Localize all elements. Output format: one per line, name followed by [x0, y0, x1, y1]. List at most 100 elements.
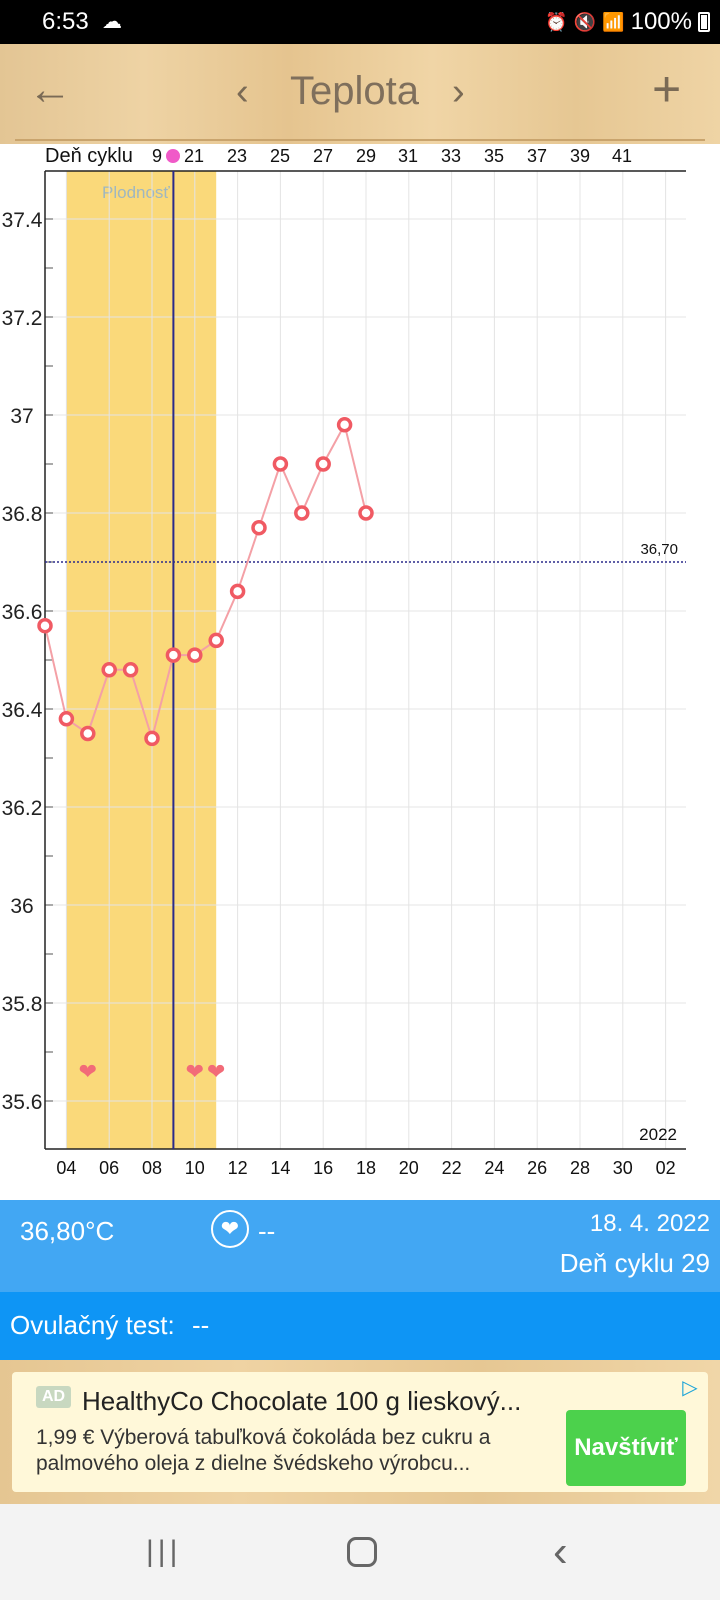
next-chart-button[interactable]: › [452, 71, 465, 113]
x-tick-label: 28 [570, 1158, 590, 1178]
nav-back-icon[interactable]: ‹ [553, 1527, 568, 1576]
fertile-label: Plodnosť [102, 183, 170, 202]
status-time: 6:53 [42, 8, 89, 35]
top-axis-tick-label: 25 [270, 146, 290, 166]
x-tick-label: 10 [185, 1158, 205, 1178]
temperature-point [251, 519, 267, 536]
top-axis-tick-label: 31 [398, 146, 418, 166]
top-axis-tick-label: 37 [527, 146, 547, 166]
top-axis-tick-label: 27 [313, 146, 333, 166]
y-tick-label: 37.2 [2, 307, 43, 330]
y-tick-label: 37.4 [2, 209, 43, 232]
temperature-point [37, 617, 53, 634]
x-tick-label: 06 [99, 1158, 119, 1178]
temperature-point [229, 583, 246, 600]
x-tick-label: 18 [356, 1158, 376, 1178]
wifi-icon: 📶 [602, 11, 625, 32]
coverline-label: 36,70 [640, 541, 678, 558]
temperature-point [58, 711, 75, 727]
recents-icon[interactable]: ||| [146, 1535, 182, 1568]
top-axis-tick-label: 39 [570, 146, 590, 166]
heart-value: -- [258, 1216, 276, 1246]
top-axis-tick-label: 23 [227, 146, 247, 166]
temperature-value: 36,80°C [20, 1216, 115, 1246]
cycle-day: Deň cyklu 29 [559, 1248, 710, 1278]
y-tick-label: 36.2 [2, 797, 43, 820]
prev-chart-button[interactable]: ‹ [236, 71, 249, 113]
ad-visit-button[interactable]: Navštíviť [566, 1410, 686, 1486]
x-tick-label: 04 [56, 1158, 76, 1178]
cloud-icon: ☁ [102, 11, 122, 33]
temperature-point [165, 647, 182, 663]
temperature-point [101, 662, 117, 678]
ovulation-test-bar[interactable]: Ovulačný test: -- [0, 1292, 720, 1360]
temperature-line [44, 422, 367, 743]
temperature-point [80, 725, 96, 742]
y-tick-label: 35.6 [2, 1091, 43, 1114]
status-icons: ⏰ 🔇 📶 100% [545, 8, 710, 36]
chart-svg[interactable]: Plodnosť 37.4 37.2 37 36.8 36.6 36.4 36.2 36 35.8… [0, 144, 720, 1199]
ad-banner[interactable]: AD HealthyCo Chocolate 100 g lieskový...… [12, 1372, 708, 1492]
page-title: Teplota [290, 69, 419, 113]
navigation-bar: ||| ‹ [0, 1504, 720, 1600]
heart-icon: ❤ [186, 1060, 204, 1085]
x-tick-label: 14 [270, 1158, 290, 1178]
y-tick-label: 36.4 [2, 699, 43, 722]
mute-icon: 🔇 [573, 11, 597, 32]
ovulation-test-label: Ovulačný test: [10, 1310, 175, 1340]
top-axis-label: Deň cyklu [45, 145, 133, 167]
temperature-point [208, 632, 224, 649]
top-axis-tick-label: 29 [356, 146, 376, 166]
temperature-point [315, 456, 331, 472]
ad-title[interactable]: HealthyCo Chocolate 100 g lieskový... [82, 1386, 522, 1416]
y-tick-label: 36.6 [2, 601, 43, 624]
x-tick-label: 20 [399, 1158, 419, 1178]
heart-icon: ❤ [79, 1060, 97, 1085]
home-icon[interactable] [347, 1537, 377, 1567]
temperature-point [272, 456, 289, 472]
y-tick-label: 35.8 [2, 993, 43, 1016]
temperature-point [336, 417, 353, 433]
x-tick-label: 02 [656, 1158, 676, 1178]
heart-icon[interactable]: ❤ [211, 1210, 249, 1248]
year-label: 2022 [639, 1125, 677, 1144]
temperature-chart[interactable]: Plodnosť 37.4 37.2 37 36.8 36.6 36.4 36.2 36 35.8… [0, 144, 720, 1199]
status-bar: 6:53 ☁ ⏰ 🔇 📶 100% [0, 0, 720, 44]
battery-icon [698, 12, 710, 32]
x-tick-label: 08 [142, 1158, 162, 1178]
add-button[interactable]: + [652, 61, 682, 117]
x-tick-label: 30 [613, 1158, 633, 1178]
y-tick-label: 37 [10, 405, 33, 428]
y-tick-label: 36 [10, 895, 33, 918]
temperature-point [144, 730, 160, 747]
top-axis-tick-label: 35 [484, 146, 504, 166]
toolbar: ← ‹ Teplota › + [0, 44, 720, 144]
info-bar[interactable]: 36,80°C ❤ -- 18. 4. 2022 Deň cyklu 29 [0, 1200, 720, 1292]
ovulation-marker-icon [166, 149, 180, 163]
temperature-point [294, 505, 310, 521]
top-axis-tick-label: 33 [441, 146, 461, 166]
adchoices-icon[interactable]: ▷ [682, 1377, 698, 1399]
alarm-icon: ⏰ [545, 11, 568, 32]
back-button[interactable]: ← [28, 65, 72, 114]
battery-text: 100% [630, 8, 692, 35]
date-value: 18. 4. 2022 [589, 1210, 710, 1237]
x-tick-label: 12 [228, 1158, 248, 1178]
x-tick-label: 22 [442, 1158, 462, 1178]
ad-container: AD HealthyCo Chocolate 100 g lieskový...… [0, 1360, 720, 1504]
ad-badge: AD [36, 1386, 72, 1408]
temperature-point [122, 662, 139, 678]
x-tick-label: 24 [484, 1158, 504, 1178]
x-tick-label: 26 [527, 1158, 547, 1178]
top-axis-tick-label: 9 [152, 146, 162, 166]
temperature-point [358, 505, 374, 521]
ad-description-line1: 1,99 € Výberová tabuľková čokoláda bez c… [36, 1426, 491, 1449]
y-tick-label: 36.8 [2, 503, 43, 526]
top-axis-tick-label: 21 [184, 146, 204, 166]
x-tick-label: 16 [313, 1158, 333, 1178]
top-axis-tick-label: 41 [612, 146, 632, 166]
ovulation-test-value: -- [192, 1310, 210, 1340]
temperature-point [187, 647, 203, 663]
ad-description-line2: palmového oleja z dielne švédskeho výrob… [36, 1452, 471, 1475]
heart-icon: ❤ [207, 1060, 225, 1085]
